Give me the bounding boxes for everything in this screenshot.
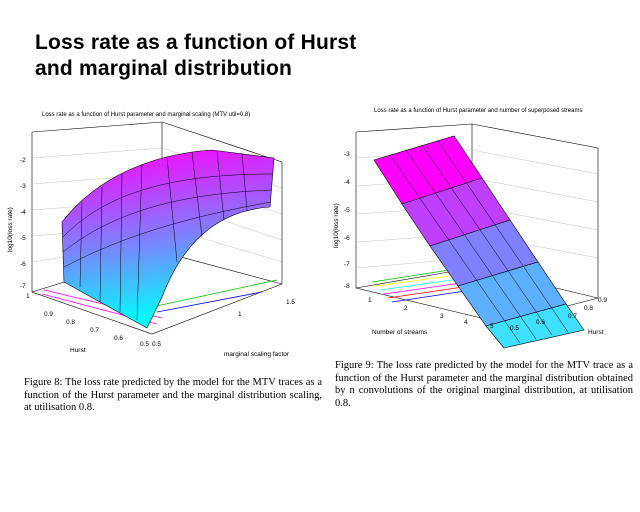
hurst-tick-label: 0.7 bbox=[90, 327, 99, 334]
hurst-tick-label: 0.5 bbox=[510, 325, 519, 332]
hurst-tick-label: 0.5 bbox=[140, 341, 149, 348]
figure-8-surface bbox=[61, 149, 275, 329]
figure-9-zlabel: log10(loss rate) bbox=[333, 203, 340, 248]
figure-8-plot: Loss rate as a function of Hurst paramet… bbox=[2, 102, 328, 360]
z-tick-label: -7 bbox=[20, 283, 26, 290]
figure-9-xlabel: Number of streams bbox=[372, 329, 428, 336]
figure-9-ylabel: Hurst bbox=[588, 329, 604, 336]
scale-tick-label: 1.5 bbox=[286, 299, 295, 306]
figure-8-plot-title: Loss rate as a function of Hurst paramet… bbox=[42, 112, 250, 118]
scale-tick-label: 1 bbox=[238, 311, 242, 318]
slide-title-line-1: Loss rate as a function of Hurst bbox=[35, 31, 357, 54]
stream-tick-label: 5 bbox=[490, 323, 494, 330]
z-tick-label: -7 bbox=[344, 261, 350, 268]
figure-8-caption: Figure 8: The loss rate predicted by the… bbox=[24, 377, 322, 413]
slide-title: Loss rate as a function of Hurst and mar… bbox=[35, 30, 595, 82]
figure-8-ylabel: marginal scaling factor bbox=[224, 351, 290, 358]
z-tick-label: -3 bbox=[20, 183, 26, 190]
z-tick-label: -4 bbox=[20, 209, 26, 216]
stream-tick-label: 3 bbox=[440, 313, 444, 320]
hurst-tick-label: 0.6 bbox=[536, 319, 545, 326]
stream-tick-label: 4 bbox=[464, 319, 468, 326]
figure-9-caption: Figure 9: The loss rate predicted by the… bbox=[335, 360, 633, 409]
figure-9-plot: Loss rate as a function of Hurst paramet… bbox=[332, 98, 638, 356]
figure-8-xlabel: Hurst bbox=[70, 347, 86, 354]
hurst-tick-label: 0.9 bbox=[598, 297, 607, 304]
slide-title-line-2: and marginal distribution bbox=[35, 57, 293, 80]
figure-9-surface bbox=[373, 135, 585, 349]
z-tick-label: -6 bbox=[344, 235, 350, 242]
z-tick-label: -5 bbox=[344, 207, 350, 214]
hurst-tick-label: 0.6 bbox=[114, 335, 123, 342]
z-tick-label: -2 bbox=[20, 157, 26, 164]
z-tick-label: -5 bbox=[20, 235, 26, 242]
hurst-tick-label: 0.7 bbox=[568, 313, 577, 320]
figure-8-svg: Loss rate as a function of Hurst paramet… bbox=[7, 112, 295, 358]
figure-9-surface-mesh bbox=[389, 140, 569, 344]
figure-8-zlabel: log10(loss rate) bbox=[7, 207, 14, 252]
figure-8-z-ticks: -2 -3 -4 -5 -6 -7 bbox=[20, 157, 26, 290]
z-tick-label: -3 bbox=[344, 151, 350, 158]
hurst-tick-label: 0.9 bbox=[44, 311, 53, 318]
figure-8-scale-ticks: 0.5 1 1.5 bbox=[152, 299, 295, 348]
figure-8-surface-mesh bbox=[62, 150, 273, 321]
hurst-tick-label: 0.8 bbox=[66, 319, 75, 326]
figure-9-z-ticks: -3 -4 -5 -6 -7 -8 bbox=[344, 151, 350, 290]
figure-9-plot-title: Loss rate as a function of Hurst paramet… bbox=[374, 108, 582, 114]
scale-tick-label: 0.5 bbox=[152, 341, 161, 348]
stream-tick-label: 2 bbox=[404, 305, 408, 312]
hurst-tick-label: 0.8 bbox=[584, 305, 593, 312]
figure-9-svg: Loss rate as a function of Hurst paramet… bbox=[333, 108, 607, 349]
hurst-tick-label: 1 bbox=[26, 293, 30, 300]
z-tick-label: -8 bbox=[344, 283, 350, 290]
figure-9-stream-ticks: 1 2 3 4 5 bbox=[368, 297, 494, 330]
stream-tick-label: 1 bbox=[368, 297, 372, 304]
z-tick-label: -4 bbox=[344, 179, 350, 186]
z-tick-label: -6 bbox=[20, 261, 26, 268]
figure-8-hurst-ticks: 1 0.9 0.8 0.7 0.6 0.5 bbox=[26, 293, 149, 348]
figure-9-hurst-ticks: 0.9 0.8 0.7 0.6 0.5 bbox=[510, 297, 607, 332]
